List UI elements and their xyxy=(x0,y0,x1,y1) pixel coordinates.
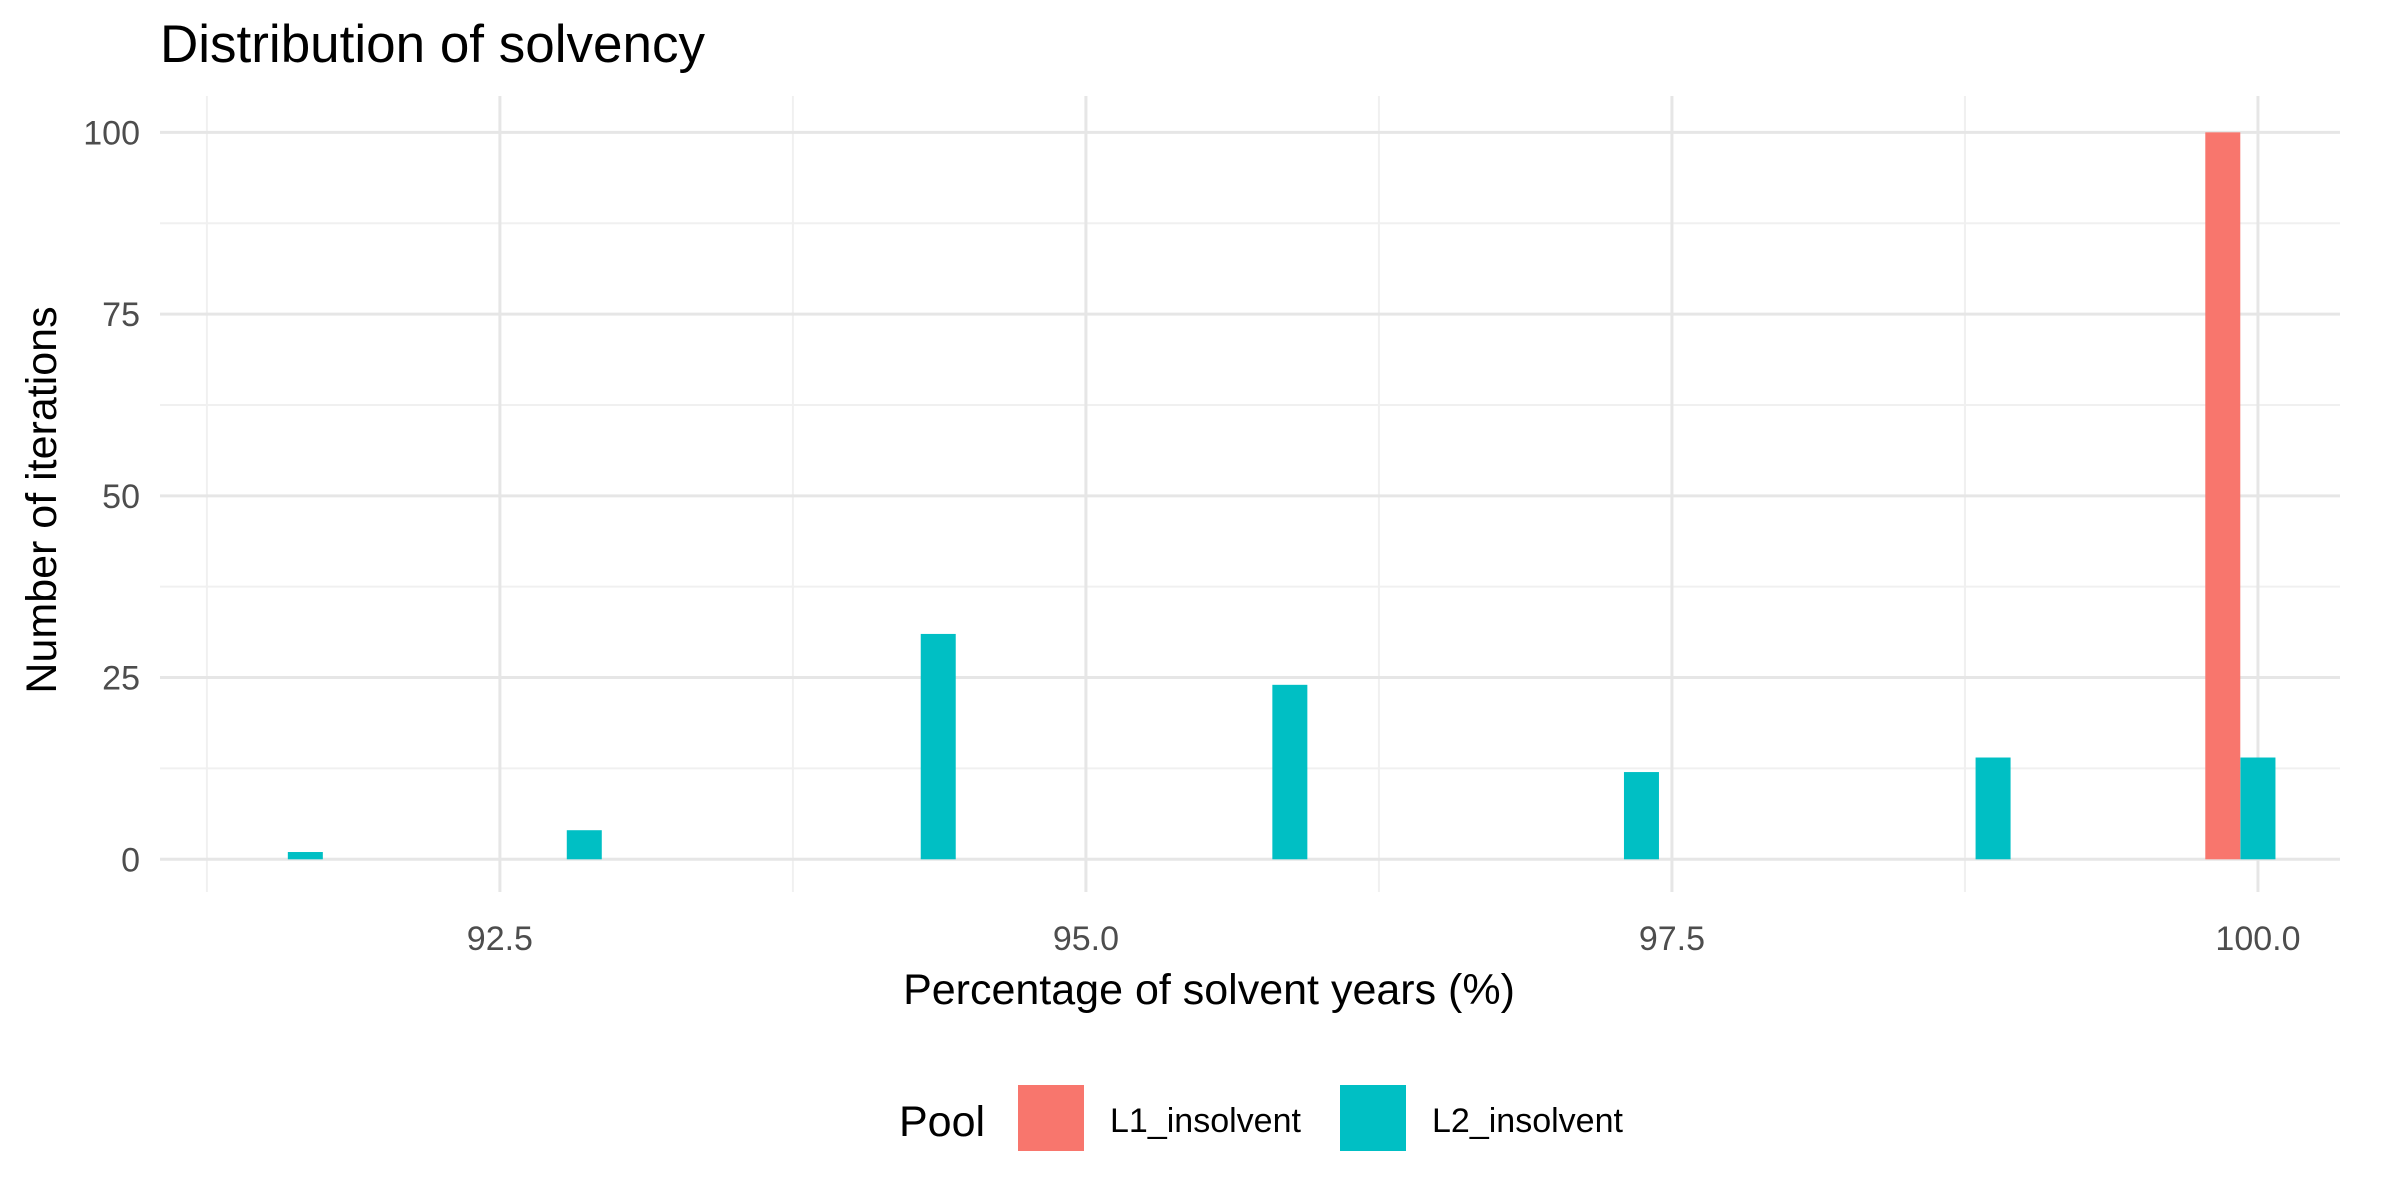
bar-l2-insolvent xyxy=(1975,757,2011,860)
legend-title: Pool xyxy=(899,1098,985,1146)
bar-l2-insolvent xyxy=(287,852,323,860)
chart-title: Distribution of solvency xyxy=(160,15,705,74)
y-tick-label: 100 xyxy=(83,114,140,152)
bar-l2-insolvent xyxy=(1272,684,1308,860)
grid xyxy=(160,96,2340,892)
x-tick-label: 97.5 xyxy=(1639,920,1705,958)
bar-l2-insolvent xyxy=(2240,757,2276,860)
x-axis-title: Percentage of solvent years (%) xyxy=(903,966,1515,1014)
legend-key-l1-insolvent xyxy=(1018,1085,1084,1151)
bar-l1-insolvent xyxy=(2205,132,2241,860)
tick-labels: 92.5 95.0 97.5 100.0 0 25 50 75 100 xyxy=(83,114,2300,958)
x-tick-label: 100.0 xyxy=(2215,920,2300,958)
y-tick-label: 0 xyxy=(121,841,140,879)
legend: Pool L1_insolvent L2_insolvent xyxy=(899,1085,1623,1151)
bar-l2-insolvent xyxy=(920,633,956,860)
legend-label: L2_insolvent xyxy=(1432,1102,1623,1140)
x-tick-label: 92.5 xyxy=(467,920,533,958)
bar-l2-insolvent xyxy=(566,830,602,860)
legend-key-l2-insolvent xyxy=(1340,1085,1406,1151)
bar-l2-insolvent xyxy=(1623,772,1659,860)
y-axis-title: Number of iterations xyxy=(18,306,66,693)
y-tick-label: 50 xyxy=(102,478,140,516)
y-tick-label: 75 xyxy=(102,296,140,334)
legend-label: L1_insolvent xyxy=(1110,1102,1301,1140)
y-tick-label: 25 xyxy=(102,660,140,698)
bars xyxy=(287,132,2276,860)
x-tick-label: 95.0 xyxy=(1053,920,1119,958)
